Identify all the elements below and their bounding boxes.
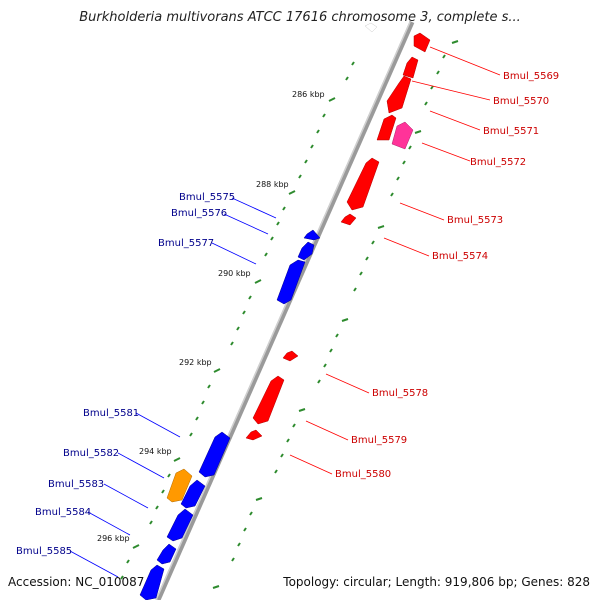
gene-bmul-5577[interactable] xyxy=(276,259,306,305)
gene-bmul-5582[interactable] xyxy=(166,468,193,503)
tick-track-outer xyxy=(212,40,459,589)
reverse-gene-label-texts: Bmul_5569 Bmul_5570 Bmul_5571 Bmul_5572 … xyxy=(335,71,559,480)
gene-bmul-5573[interactable] xyxy=(346,157,380,211)
gene-bmul-5583[interactable] xyxy=(180,479,206,509)
gene-bmul-5569[interactable] xyxy=(413,32,431,53)
leader-bmul-5573 xyxy=(399,202,445,221)
label-bmul-5583[interactable]: Bmul_5583 xyxy=(48,479,104,490)
leader-bmul-5581 xyxy=(135,412,181,438)
label-bmul-5577[interactable]: Bmul_5577 xyxy=(158,238,214,249)
label-bmul-5575[interactable]: Bmul_5575 xyxy=(179,192,235,203)
leader-bmul-5575 xyxy=(231,197,277,219)
leader-bmul-5584 xyxy=(87,511,131,536)
leader-bmul-5583 xyxy=(103,483,149,509)
tick-label-296: 296 kbp xyxy=(97,534,130,543)
label-bmul-5578[interactable]: Bmul_5578 xyxy=(372,388,428,399)
gene-top-white xyxy=(364,22,378,33)
forward-genes xyxy=(139,22,378,600)
gene-bmul-5571[interactable] xyxy=(376,114,397,141)
accession-label: Accession: NC_010087 xyxy=(8,575,145,589)
tick-label-294: 294 kbp xyxy=(139,447,172,456)
leader-bmul-5579 xyxy=(305,420,349,441)
leader-bmul-5570 xyxy=(411,80,491,101)
leader-bmul-5577 xyxy=(211,242,257,265)
leader-bmul-5571 xyxy=(429,110,481,131)
leader-bmul-5574 xyxy=(383,237,430,257)
label-bmul-5571[interactable]: Bmul_5571 xyxy=(483,126,539,137)
leader-bmul-5572 xyxy=(421,142,471,162)
gene-bmul-5581[interactable] xyxy=(198,431,231,478)
gene-bmul-5580[interactable] xyxy=(245,429,263,441)
tick-label-292: 292 kbp xyxy=(179,358,212,367)
leader-bmul-5576 xyxy=(223,213,269,235)
label-bmul-5582[interactable]: Bmul_5582 xyxy=(63,448,119,459)
label-bmul-5574[interactable]: Bmul_5574 xyxy=(432,251,488,262)
topology-info: Topology: circular; Length: 919,806 bp; … xyxy=(283,575,590,589)
leader-bmul-5585 xyxy=(69,550,119,578)
label-bmul-5579[interactable]: Bmul_5579 xyxy=(351,435,407,446)
label-bmul-5580[interactable]: Bmul_5580 xyxy=(335,469,391,480)
leader-bmul-5569 xyxy=(429,46,501,76)
gene-bmul-5570[interactable] xyxy=(386,75,412,114)
reverse-genes xyxy=(245,32,431,441)
gene-bmul-5572[interactable] xyxy=(391,121,414,150)
leader-bmul-5582 xyxy=(117,452,165,479)
label-bmul-5585[interactable]: Bmul_5585 xyxy=(16,546,72,557)
genome-map-title: Burkholderia multivorans ATCC 17616 chro… xyxy=(79,10,521,25)
tick-label-290: 290 kbp xyxy=(218,269,251,278)
tick-labels: 286 kbp 288 kbp 290 kbp 292 kbp 294 kbp … xyxy=(97,90,325,543)
gene-bmul-5586[interactable] xyxy=(139,564,165,600)
backbone-strand-highlight xyxy=(155,21,411,600)
backbone-strand xyxy=(155,20,415,600)
tick-label-288: 288 kbp xyxy=(256,180,289,189)
gene-bmul-5569b[interactable] xyxy=(402,56,419,79)
gene-bmul-5575[interactable] xyxy=(303,229,321,241)
label-bmul-5584[interactable]: Bmul_5584 xyxy=(35,507,91,518)
gene-bmul-5574[interactable] xyxy=(340,213,357,226)
leader-bmul-5580 xyxy=(289,454,333,475)
reverse-gene-labels xyxy=(289,46,501,475)
label-bmul-5581[interactable]: Bmul_5581 xyxy=(83,408,139,419)
label-bmul-5572[interactable]: Bmul_5572 xyxy=(470,157,526,168)
label-bmul-5576[interactable]: Bmul_5576 xyxy=(171,208,227,219)
forward-gene-label-texts: Bmul_5575 Bmul_5576 Bmul_5577 Bmul_5581 … xyxy=(16,192,235,557)
gene-bmul-5578[interactable] xyxy=(282,350,299,362)
tick-track-inner xyxy=(120,61,355,580)
gene-bmul-5584[interactable] xyxy=(166,508,194,542)
gene-bmul-5579[interactable] xyxy=(252,375,285,425)
tick-label-286: 286 kbp xyxy=(292,90,325,99)
gene-bmul-5585[interactable] xyxy=(156,543,177,565)
label-bmul-5569[interactable]: Bmul_5569 xyxy=(503,71,559,82)
leader-bmul-5578 xyxy=(325,373,370,394)
label-bmul-5573[interactable]: Bmul_5573 xyxy=(447,215,503,226)
forward-gene-labels xyxy=(69,197,277,578)
gene-bmul-5576[interactable] xyxy=(297,241,315,261)
label-bmul-5570[interactable]: Bmul_5570 xyxy=(493,96,549,107)
